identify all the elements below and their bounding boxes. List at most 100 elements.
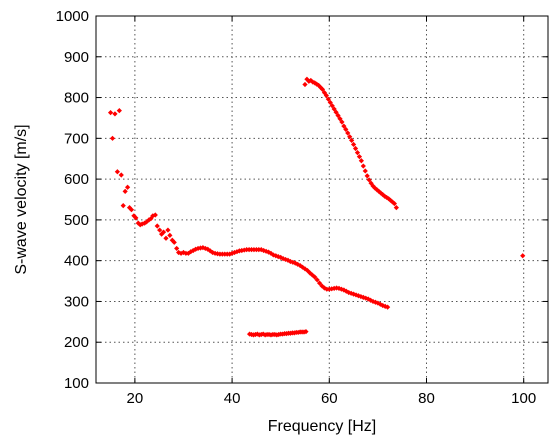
data-point [360, 163, 366, 169]
data-point [112, 111, 118, 117]
y-tick-label: 800 [64, 90, 89, 107]
data-point [157, 227, 163, 233]
data-point [347, 134, 353, 140]
data-point [393, 205, 399, 211]
y-tick-label: 600 [64, 171, 89, 188]
data-point [163, 235, 169, 241]
data-point [520, 253, 526, 259]
y-tick-label: 500 [64, 212, 89, 229]
data-point [308, 77, 314, 84]
y-tick-label: 1000 [56, 8, 89, 25]
data-point [152, 212, 158, 218]
data-point [345, 130, 351, 136]
data-point [287, 258, 294, 265]
data-point [118, 172, 124, 178]
data-point [327, 99, 333, 106]
data-point [285, 257, 291, 263]
data-point [263, 248, 269, 254]
data-point [109, 135, 116, 141]
data-point [336, 285, 342, 291]
data-point [349, 137, 355, 143]
data-point [365, 296, 371, 302]
data-point [314, 277, 320, 283]
data-point [254, 331, 260, 337]
data-point [331, 285, 337, 291]
data-point [350, 141, 357, 148]
data-point [329, 286, 335, 292]
data-point [348, 290, 354, 296]
data-point [107, 110, 114, 116]
data-point [339, 119, 345, 125]
plot-frame [95, 15, 549, 384]
y-tick-label: 900 [64, 49, 89, 66]
x-axis-label: Frequency [Hz] [268, 418, 376, 435]
data-point [319, 86, 326, 92]
data-point [325, 96, 331, 102]
data-point [335, 112, 341, 119]
data-point [303, 329, 309, 335]
y-tick-label: 100 [64, 375, 89, 392]
x-tick-label: 20 [127, 390, 144, 407]
data-point [370, 183, 376, 189]
data-point [270, 252, 276, 258]
y-axis-label: S-wave velocity [m/s] [13, 124, 30, 274]
data-point [329, 103, 335, 109]
data-point [116, 108, 122, 114]
data-point [174, 245, 180, 252]
data-point [362, 168, 368, 174]
data-points [107, 76, 526, 338]
data-point [333, 109, 339, 115]
y-tick-label: 400 [64, 253, 89, 270]
x-axis: 20 40 60 80 100 [127, 16, 536, 407]
x-tick-label: 100 [511, 390, 536, 407]
x-tick-label: 40 [224, 390, 241, 407]
data-point [370, 298, 376, 305]
y-tick-label: 700 [64, 130, 89, 147]
data-point [350, 291, 357, 297]
data-point [352, 145, 359, 152]
data-point [358, 158, 364, 164]
data-point [302, 81, 308, 88]
y-tick-label: 200 [64, 334, 89, 351]
data-point [154, 223, 160, 229]
data-point [368, 180, 374, 186]
data-point [315, 82, 322, 88]
data-point [326, 286, 332, 292]
data-point [355, 293, 362, 299]
data-point [128, 207, 135, 213]
data-point [323, 92, 329, 99]
data-point [372, 299, 379, 305]
data-point [122, 188, 128, 194]
data-point [368, 297, 374, 303]
data-point [282, 256, 289, 263]
data-point [341, 123, 347, 129]
data-point [265, 249, 272, 255]
data-point [312, 274, 318, 280]
data-point [389, 199, 396, 205]
data-point [165, 227, 171, 233]
data-point [366, 177, 372, 183]
data-point [304, 76, 310, 82]
data-point [385, 304, 391, 310]
data-point [268, 250, 274, 256]
data-point [120, 203, 126, 209]
data-point [316, 280, 323, 286]
data-point [307, 270, 313, 276]
data-point [309, 272, 315, 278]
data-point [331, 106, 337, 112]
data-point [306, 78, 312, 84]
data-point [114, 169, 120, 175]
grid [96, 16, 548, 383]
data-point [376, 188, 382, 194]
data-point [167, 232, 173, 238]
data-point [171, 239, 177, 245]
x-tick-label: 60 [321, 390, 338, 407]
y-axis: 100 200 300 400 500 600 700 800 900 1000 [56, 8, 548, 392]
data-point [310, 79, 316, 85]
data-point [391, 200, 398, 207]
y-tick-label: 300 [64, 293, 89, 310]
data-point [273, 253, 279, 259]
data-point [356, 154, 363, 160]
data-point [364, 173, 370, 179]
